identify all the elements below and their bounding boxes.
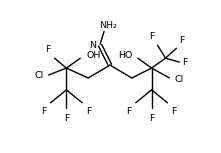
Text: F: F [149,32,155,41]
Text: F: F [171,107,177,116]
Text: F: F [182,58,188,67]
Text: Cl: Cl [174,75,184,84]
Text: F: F [64,114,69,123]
Text: F: F [41,107,47,116]
Text: Cl: Cl [34,71,44,80]
Text: F: F [126,107,132,116]
Text: HO: HO [118,51,133,60]
Text: F: F [179,36,185,45]
Text: F: F [45,45,51,54]
Text: F: F [149,114,154,123]
Text: F: F [86,107,91,116]
Text: N: N [89,41,96,50]
Text: OH: OH [86,51,101,60]
Text: NH₂: NH₂ [99,21,117,30]
